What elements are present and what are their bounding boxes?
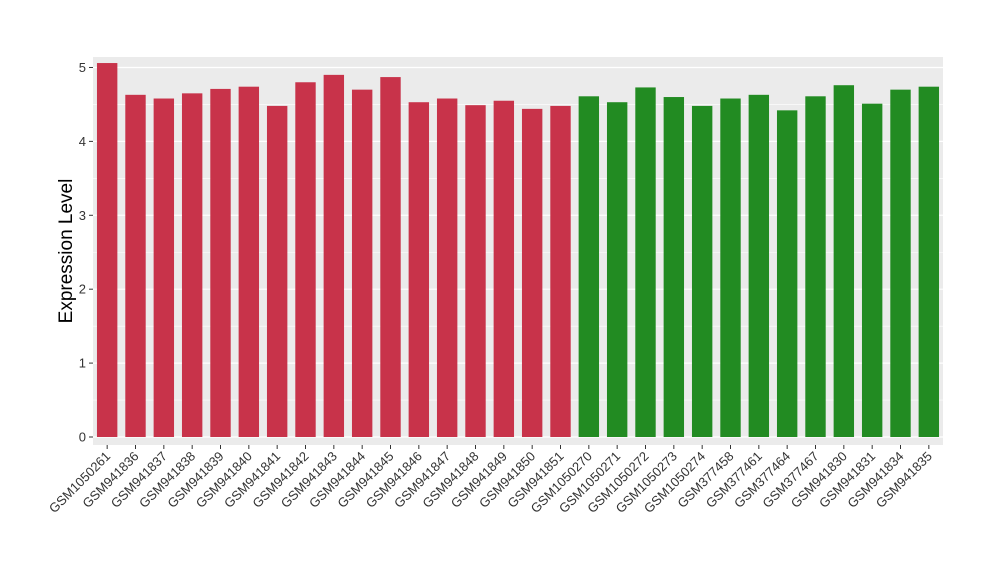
bar xyxy=(890,89,911,438)
bar xyxy=(833,85,855,438)
bar xyxy=(153,98,175,438)
y-axis-label: Expression Level xyxy=(56,179,77,324)
bar xyxy=(521,108,543,437)
bar xyxy=(663,97,685,438)
y-axis: 0 1 2 3 4 5 xyxy=(79,60,93,445)
plot-panel xyxy=(93,57,943,445)
bar xyxy=(635,87,656,437)
bar xyxy=(606,102,628,437)
bar xyxy=(436,98,458,438)
bar xyxy=(861,103,883,438)
bar xyxy=(380,77,401,438)
bar xyxy=(578,96,600,438)
bar xyxy=(266,105,288,437)
bar xyxy=(748,94,770,437)
bars xyxy=(96,63,940,438)
y-tick-label: 3 xyxy=(79,208,86,223)
y-tick-label: 0 xyxy=(79,430,86,445)
bar xyxy=(550,105,571,437)
y-tick-label: 2 xyxy=(79,282,86,297)
bar xyxy=(351,89,373,438)
bar xyxy=(465,105,486,438)
bar xyxy=(96,63,118,438)
bar xyxy=(323,74,345,437)
bar xyxy=(720,98,741,438)
bar xyxy=(210,88,231,437)
x-axis: GSM1050261GSM941836GSM941837GSM941838GSM… xyxy=(46,445,935,516)
bar xyxy=(805,96,826,438)
bar xyxy=(691,105,713,437)
grid-lines xyxy=(93,66,943,438)
bar xyxy=(295,82,316,437)
y-tick-label: 4 xyxy=(79,134,86,149)
bar xyxy=(493,100,515,437)
bar xyxy=(776,110,798,438)
bar xyxy=(408,102,430,437)
bar xyxy=(125,94,146,437)
y-tick-label: 5 xyxy=(79,60,86,75)
bar xyxy=(181,93,203,437)
y-tick-label: 1 xyxy=(79,356,86,371)
bar xyxy=(238,86,260,437)
bar xyxy=(918,86,940,437)
